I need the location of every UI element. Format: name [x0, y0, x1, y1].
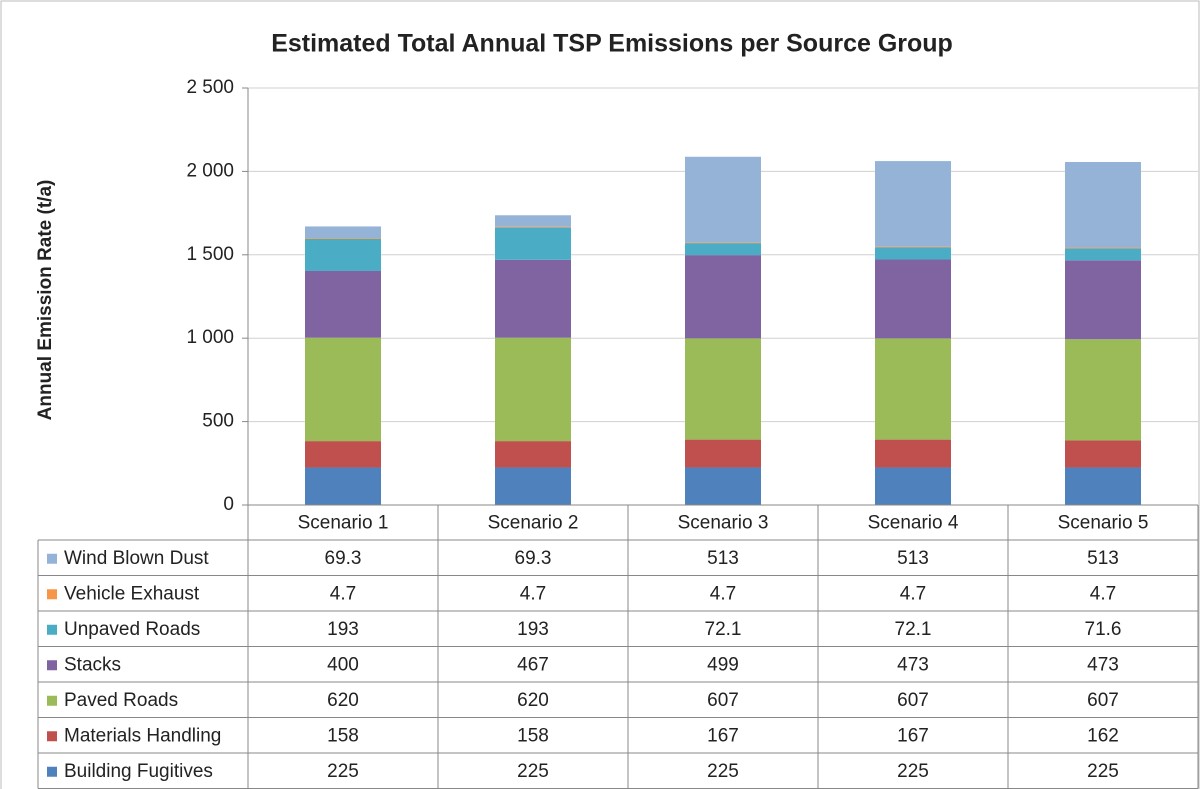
- table-cell: 513: [1087, 548, 1119, 569]
- bar-segment: [685, 338, 761, 440]
- table-cell: 225: [327, 761, 359, 782]
- x-tick-label: Scenario 4: [868, 513, 959, 534]
- table-cell: 607: [1087, 690, 1119, 711]
- legend-swatch: [47, 731, 57, 742]
- table-cell: 69.3: [325, 548, 362, 569]
- bar-segment: [685, 255, 761, 339]
- table-cell: 4.7: [520, 583, 546, 604]
- legend-swatch: [47, 695, 57, 706]
- table-cell: 4.7: [1090, 583, 1116, 604]
- table-cell: 607: [707, 690, 739, 711]
- y-tick-label: 1 500: [186, 244, 234, 265]
- table-cell: 72.1: [895, 619, 932, 640]
- legend-label: Vehicle Exhaust: [64, 583, 200, 604]
- legend-swatch: [47, 589, 57, 600]
- bar-segment: [305, 467, 381, 505]
- bar-segment: [495, 259, 571, 338]
- y-tick-label: 2 500: [186, 77, 234, 98]
- bar-segment: [875, 439, 951, 468]
- legend-swatch: [47, 553, 57, 564]
- table-cell: 4.7: [330, 583, 356, 604]
- table-cell: 158: [327, 725, 359, 746]
- bar-segment: [875, 247, 951, 260]
- bar-segment: [875, 161, 951, 247]
- table-cell: 167: [897, 725, 929, 746]
- y-tick-label: 0: [223, 494, 234, 515]
- bar-segment: [1065, 467, 1141, 505]
- bar-segment: [495, 226, 571, 228]
- legend-swatch: [47, 624, 57, 635]
- bar-segment: [875, 259, 951, 339]
- bar-segment: [305, 238, 381, 239]
- table-cell: 162: [1087, 725, 1119, 746]
- table-cell: 72.1: [705, 619, 742, 640]
- legend-swatch: [47, 766, 57, 777]
- x-tick-label: Scenario 2: [488, 513, 579, 534]
- table-cell: 467: [517, 654, 549, 675]
- y-axis-title: Annual Emission Rate (t/a): [35, 180, 56, 421]
- table-cell: 513: [897, 548, 929, 569]
- table-cell: 4.7: [710, 583, 736, 604]
- bar-segment: [1065, 247, 1141, 249]
- legend-swatch: [47, 660, 57, 671]
- bar-segment: [875, 467, 951, 505]
- bar-segment: [305, 238, 381, 271]
- bar-segment: [875, 338, 951, 440]
- bar-segment: [685, 467, 761, 505]
- bar-segment: [305, 270, 381, 338]
- bar-segment: [1065, 162, 1141, 248]
- y-tick-label: 1 000: [186, 327, 234, 348]
- bar-segment: [685, 156, 761, 243]
- x-tick-label: Scenario 1: [298, 513, 389, 534]
- bar-segment: [495, 467, 571, 505]
- table-cell: 225: [707, 761, 739, 782]
- table-cell: 193: [517, 619, 549, 640]
- table-cell: 513: [707, 548, 739, 569]
- bar-segment: [305, 337, 381, 442]
- table-cell: 225: [517, 761, 549, 782]
- table-cell: 620: [517, 690, 549, 711]
- legend-label: Unpaved Roads: [64, 619, 200, 640]
- legend-label: Wind Blown Dust: [64, 548, 209, 569]
- legend-label: Materials Handling: [64, 725, 221, 746]
- table-cell: 4.7: [900, 583, 926, 604]
- table-cell: 473: [1087, 654, 1119, 675]
- bar-segment: [495, 227, 571, 260]
- legend-label: Stacks: [64, 654, 121, 675]
- bar-segment: [685, 242, 761, 244]
- table-cell: 193: [327, 619, 359, 640]
- table-cell: 69.3: [515, 548, 552, 569]
- bar-segment: [305, 226, 381, 239]
- table-cell: 225: [1087, 761, 1119, 782]
- x-tick-label: Scenario 3: [678, 513, 769, 534]
- bar-segment: [1065, 260, 1141, 340]
- bar-segment: [1065, 248, 1141, 261]
- bar-segment: [495, 441, 571, 468]
- bar-segment: [305, 441, 381, 468]
- table-cell: 400: [327, 654, 359, 675]
- bar-segment: [495, 337, 571, 442]
- table-cell: 499: [707, 654, 739, 675]
- bar-segment: [875, 246, 951, 248]
- table-cell: 607: [897, 690, 929, 711]
- bar-segment: [1065, 440, 1141, 468]
- bar-segment: [495, 215, 571, 227]
- table-cell: 167: [707, 725, 739, 746]
- chart-title: Estimated Total Annual TSP Emissions per…: [271, 30, 953, 58]
- y-tick-label: 2 000: [186, 160, 234, 181]
- table-cell: 620: [327, 690, 359, 711]
- table-cell: 71.6: [1085, 619, 1122, 640]
- table-cell: 225: [897, 761, 929, 782]
- table-cell: 158: [517, 725, 549, 746]
- bar-segment: [685, 243, 761, 256]
- legend-label: Paved Roads: [64, 690, 178, 711]
- y-tick-label: 500: [202, 411, 234, 432]
- bar-segment: [1065, 339, 1141, 441]
- bar-segment: [685, 439, 761, 468]
- legend-label: Building Fugitives: [64, 761, 213, 782]
- table-cell: 473: [897, 654, 929, 675]
- x-tick-label: Scenario 5: [1058, 513, 1149, 534]
